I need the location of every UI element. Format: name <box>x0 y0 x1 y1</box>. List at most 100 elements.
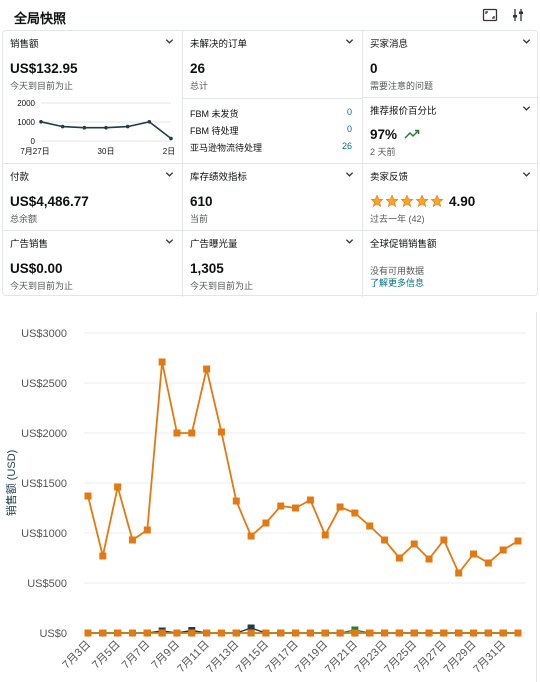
series-point[interactable] <box>381 629 389 637</box>
row-value[interactable]: 0 <box>346 107 352 117</box>
buyer-messages-card[interactable]: 买家消息 0 需要注意的问题 <box>363 31 539 98</box>
chevron-down-icon[interactable] <box>345 37 354 46</box>
learn-more-link[interactable]: 了解更多信息 <box>370 278 425 288</box>
series-point[interactable] <box>351 509 359 517</box>
chevron-down-icon[interactable] <box>165 237 174 246</box>
series-point[interactable] <box>366 522 374 530</box>
series-point[interactable] <box>410 629 418 637</box>
series-point[interactable] <box>173 629 181 637</box>
series-point[interactable] <box>247 624 255 632</box>
chevron-down-icon[interactable] <box>165 37 174 46</box>
series-point[interactable] <box>425 629 433 637</box>
series-point[interactable] <box>306 496 314 504</box>
series-point[interactable] <box>262 519 270 527</box>
series-point[interactable] <box>484 629 492 637</box>
impressions-card[interactable]: 广告曝光量 1,305 今天到目前为止 <box>183 231 363 297</box>
inventory-card[interactable]: 库存绩效指标 610 当前 <box>183 164 363 231</box>
series-point[interactable] <box>128 536 136 544</box>
series-point[interactable] <box>84 492 92 500</box>
featured-offer-sub: 2 天前 <box>370 147 396 157</box>
chevron-down-icon[interactable] <box>345 237 354 246</box>
buyer-messages-sub: 需要注意的问题 <box>370 81 434 91</box>
series-point[interactable] <box>262 629 270 637</box>
row-value[interactable]: 0 <box>346 124 352 134</box>
series-point[interactable] <box>321 531 329 539</box>
series-point[interactable] <box>410 540 418 548</box>
series-point[interactable] <box>455 629 463 637</box>
series-point[interactable] <box>292 629 300 637</box>
header: 全局快照 <box>0 0 540 30</box>
orders-row-fbm-pending[interactable]: FBM 待处理 0 <box>190 124 352 137</box>
series-point[interactable] <box>277 502 285 510</box>
series-point[interactable] <box>232 629 240 637</box>
series-point[interactable] <box>425 555 433 563</box>
series-point[interactable] <box>143 629 151 637</box>
chevron-down-icon[interactable] <box>522 170 531 179</box>
series-point[interactable] <box>514 537 522 545</box>
feedback-value: 4.90 <box>449 194 476 209</box>
chevron-down-icon[interactable] <box>522 104 531 113</box>
feedback-label: 卖家反馈 <box>370 172 409 183</box>
series-point[interactable] <box>99 629 107 637</box>
series-point[interactable] <box>321 629 329 637</box>
spark-y-tick: 2000 <box>17 99 35 108</box>
series-point[interactable] <box>247 629 255 637</box>
series-point[interactable] <box>514 629 522 637</box>
orders-value: 26 <box>190 61 206 76</box>
series-point[interactable] <box>366 629 374 637</box>
payments-card[interactable]: 付款 US$4,486.77 总余额 <box>3 164 183 231</box>
chevron-down-icon[interactable] <box>165 170 174 179</box>
series-point[interactable] <box>484 559 492 567</box>
series-line <box>88 627 518 634</box>
series-point[interactable] <box>351 629 359 637</box>
series-point[interactable] <box>440 629 448 637</box>
orders-row-fba-pending[interactable]: 亚马逊物流待处理 26 <box>190 141 352 154</box>
series-point[interactable] <box>292 504 300 512</box>
series-point[interactable] <box>114 629 122 637</box>
series-point[interactable] <box>217 428 225 436</box>
series-point[interactable] <box>217 629 225 637</box>
series-point[interactable] <box>232 497 240 505</box>
featured-offer-card[interactable]: 推荐报价百分比 97% 2 天前 <box>363 98 539 164</box>
series-point[interactable] <box>336 503 344 511</box>
settings-sliders-icon[interactable] <box>510 7 526 23</box>
series-point[interactable] <box>470 629 478 637</box>
feedback-card[interactable]: 卖家反馈 4.90 过去一年 (42) <box>363 164 539 231</box>
series-point[interactable] <box>128 629 136 637</box>
series-point[interactable] <box>499 629 507 637</box>
orders-card[interactable]: 未解决的订单 26 总计 FBM 未发货 0 FBM 待处理 0 亚马逊物流待处… <box>183 31 363 164</box>
series-point[interactable] <box>277 629 285 637</box>
global-promo-card[interactable]: 全球促销销售额 没有可用数据 了解更多信息 <box>363 231 539 297</box>
chevron-down-icon[interactable] <box>345 170 354 179</box>
featured-offer-label: 推荐报价百分比 <box>370 106 437 117</box>
chart-y-label: 销售额 (USD) <box>4 450 18 517</box>
row-value[interactable]: 26 <box>341 141 352 151</box>
series-point[interactable] <box>158 358 166 366</box>
series-point[interactable] <box>203 365 211 373</box>
series-point[interactable] <box>203 629 211 637</box>
series-point[interactable] <box>499 546 507 554</box>
series-point[interactable] <box>381 536 389 544</box>
series-point[interactable] <box>470 550 478 558</box>
series-point[interactable] <box>395 629 403 637</box>
fullscreen-icon[interactable] <box>482 7 498 23</box>
series-point[interactable] <box>84 629 92 637</box>
series-point[interactable] <box>99 552 107 560</box>
payments-value: US$4,486.77 <box>10 194 89 209</box>
series-point[interactable] <box>306 629 314 637</box>
series-point[interactable] <box>188 629 196 637</box>
series-point[interactable] <box>395 554 403 562</box>
series-point[interactable] <box>188 429 196 437</box>
series-point[interactable] <box>173 429 181 437</box>
ad-sales-card[interactable]: 广告销售 US$0.00 今天到目前为止 <box>3 231 183 297</box>
series-point[interactable] <box>455 569 463 577</box>
series-point[interactable] <box>336 629 344 637</box>
series-point[interactable] <box>247 532 255 540</box>
chevron-down-icon[interactable] <box>522 37 531 46</box>
series-point[interactable] <box>143 526 151 534</box>
series-point[interactable] <box>114 483 122 491</box>
sales-card[interactable]: 销售额 US$132.95 今天到目前为止 2000 1000 0 7月27日 30日 2… <box>3 31 183 164</box>
orders-row-fbm-unshipped[interactable]: FBM 未发货 0 <box>190 107 352 120</box>
series-point[interactable] <box>440 536 448 544</box>
series-point[interactable] <box>158 629 166 637</box>
